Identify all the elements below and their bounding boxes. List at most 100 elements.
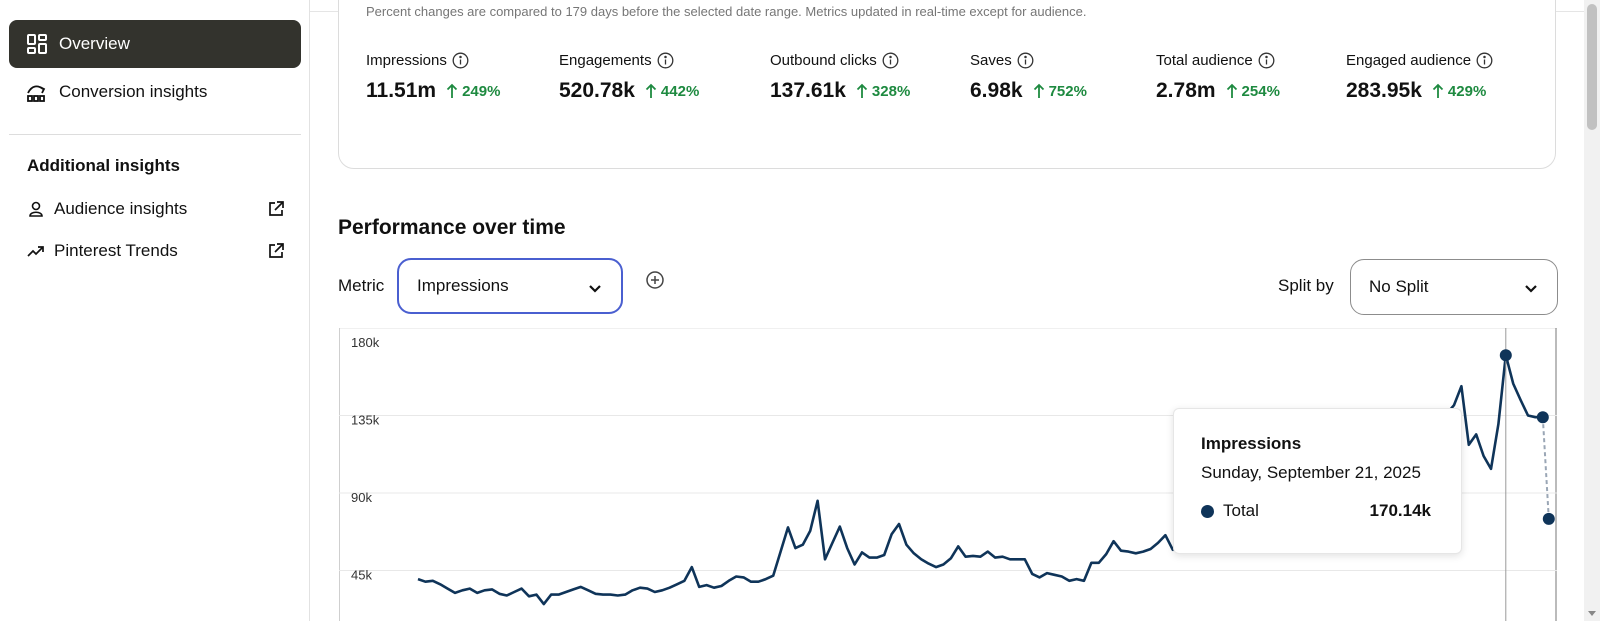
- metric-change: 249%: [446, 83, 500, 100]
- metric-value: 6.98k: [970, 79, 1023, 102]
- sidebar-divider: [9, 134, 301, 135]
- link-label: Audience insights: [54, 199, 188, 218]
- info-icon[interactable]: [1476, 52, 1493, 69]
- metric-change-value: 752%: [1048, 82, 1087, 100]
- metric-impressions: Impressions 11.51m 249%: [366, 52, 500, 103]
- metric-value-row: 137.61k 328%: [770, 79, 910, 103]
- y-tick-label: 45k: [351, 568, 372, 583]
- performance-title: Performance over time: [338, 216, 566, 239]
- y-tick-label: 135k: [351, 413, 380, 428]
- info-icon[interactable]: [452, 52, 469, 69]
- highlight-point[interactable]: [1499, 349, 1512, 362]
- chart-tooltip: Impressions Sunday, September 21, 2025 T…: [1173, 408, 1462, 554]
- metric-value-row: 6.98k 752%: [970, 79, 1087, 103]
- sidebar: Overview Conversion insights Additional …: [0, 0, 310, 621]
- vertical-scrollbar[interactable]: [1584, 0, 1600, 621]
- additional-insights-title: Additional insights: [27, 156, 180, 175]
- sidebar-item-label: Overview: [59, 34, 130, 53]
- conversion-chart-icon: [25, 80, 49, 104]
- trend-arrow-icon: [26, 241, 46, 261]
- split-by-select[interactable]: No Split: [1350, 259, 1558, 315]
- split-select-value: No Split: [1369, 277, 1429, 296]
- highlight-point[interactable]: [1536, 411, 1549, 424]
- metric-change: 442%: [645, 83, 699, 100]
- chevron-down-icon: [1523, 280, 1539, 296]
- metric-label: Impressions: [366, 52, 500, 69]
- metric-change-value: 254%: [1241, 82, 1280, 100]
- metric-change-value: 249%: [462, 82, 501, 100]
- scroll-down-arrow-icon[interactable]: [1587, 608, 1597, 618]
- external-link-icon: [266, 241, 286, 261]
- highlight-point[interactable]: [1542, 512, 1555, 525]
- arrow-up-icon: [1226, 83, 1237, 98]
- metrics-card: [338, 0, 1556, 169]
- metric-label: Engaged audience: [1346, 52, 1493, 69]
- metric-label-text: Outbound clicks: [770, 52, 877, 69]
- metric-outbound-clicks: Outbound clicks 137.61k 328%: [770, 52, 910, 103]
- metric-change-value: 442%: [660, 82, 700, 100]
- arrow-up-icon: [856, 83, 868, 98]
- metric-label: Engagements: [559, 52, 699, 69]
- metric-engaged-audience: Engaged audience 283.95k 429%: [1346, 52, 1493, 103]
- info-icon[interactable]: [1258, 52, 1275, 69]
- metric-value-row: 11.51m 249%: [366, 79, 500, 103]
- y-tick-label: 180k: [351, 335, 380, 350]
- y-tick-label: 90k: [351, 490, 372, 505]
- scrollbar-thumb[interactable]: [1587, 4, 1597, 130]
- tooltip-date: Sunday, September 21, 2025: [1201, 463, 1421, 482]
- arrow-up-icon: [446, 83, 458, 98]
- metric-change: 328%: [856, 83, 910, 100]
- external-link-icon: [266, 199, 286, 219]
- tooltip-series-name: Total: [1223, 501, 1259, 520]
- metric-total-audience: Total audience 2.78m 254%: [1156, 52, 1280, 103]
- projection-dashed-line: [1541, 417, 1550, 519]
- metric-value: 137.61k: [770, 79, 846, 102]
- metric-value: 520.78k: [559, 79, 635, 102]
- metric-change: 752%: [1033, 83, 1087, 100]
- metric-value-row: 283.95k 429%: [1346, 79, 1493, 103]
- arrow-up-icon: [1033, 83, 1044, 98]
- metric-select[interactable]: Impressions: [397, 258, 623, 314]
- metric-value-row: 520.78k 442%: [559, 79, 699, 103]
- info-icon[interactable]: [1017, 52, 1034, 69]
- metric-label-text: Engagements: [559, 52, 652, 69]
- sidebar-item-conversion-insights[interactable]: Conversion insights: [9, 68, 301, 116]
- chevron-down-icon: [587, 280, 603, 296]
- info-icon[interactable]: [882, 52, 899, 69]
- metric-saves: Saves 6.98k 752%: [970, 52, 1087, 103]
- audience-insights-link[interactable]: Audience insights: [26, 195, 286, 223]
- disclaimer-text: Percent changes are compared to 179 days…: [366, 4, 1087, 19]
- metric-value: 2.78m: [1156, 79, 1216, 102]
- metric-label-text: Impressions: [366, 52, 447, 69]
- metric-label-text: Saves: [970, 52, 1012, 69]
- arrow-up-icon: [1432, 83, 1444, 98]
- metric-value: 11.51m: [366, 79, 437, 102]
- sidebar-item-overview[interactable]: Overview: [9, 20, 301, 68]
- dashboard-grid-icon: [25, 32, 49, 56]
- metric-label: Outbound clicks: [770, 52, 910, 69]
- person-icon: [26, 199, 46, 219]
- link-label: Pinterest Trends: [54, 241, 178, 260]
- add-metric-icon[interactable]: [645, 270, 665, 290]
- info-icon[interactable]: [657, 52, 674, 69]
- metric-label: Total audience: [1156, 52, 1280, 69]
- arrow-up-icon: [645, 83, 657, 98]
- metric-change: 429%: [1432, 83, 1486, 100]
- tooltip-title: Impressions: [1201, 434, 1302, 453]
- pinterest-trends-link[interactable]: Pinterest Trends: [26, 237, 286, 265]
- metric-label-text: Engaged audience: [1346, 52, 1472, 69]
- split-by-label: Split by: [1278, 276, 1334, 295]
- metric-change-value: 429%: [1447, 82, 1487, 100]
- metric-change: 254%: [1226, 83, 1280, 100]
- metric-value-row: 2.78m 254%: [1156, 79, 1280, 103]
- metric-label-text: Total audience: [1156, 52, 1253, 69]
- sidebar-item-label: Conversion insights: [59, 82, 208, 101]
- metric-engagements: Engagements 520.78k 442%: [559, 52, 699, 103]
- metric-value: 283.95k: [1346, 79, 1422, 102]
- metric-label: Saves: [970, 52, 1087, 69]
- metric-select-value: Impressions: [417, 276, 509, 295]
- metric-change-value: 328%: [871, 82, 911, 100]
- tooltip-series-value: 170.14k: [1369, 501, 1431, 520]
- metric-label: Metric: [338, 276, 385, 295]
- series-dot-icon: [1201, 505, 1214, 518]
